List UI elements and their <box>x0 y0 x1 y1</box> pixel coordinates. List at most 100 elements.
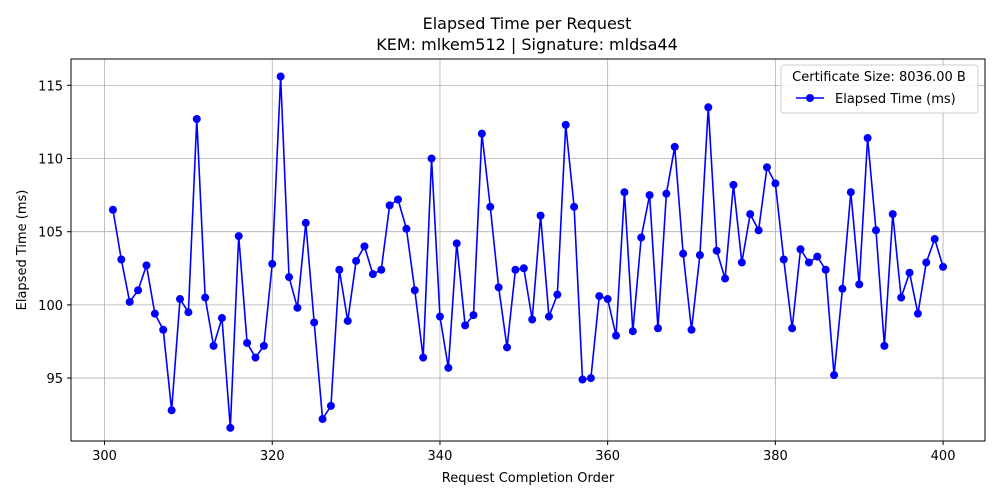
data-point <box>477 129 486 138</box>
legend-box <box>780 64 979 114</box>
data-point <box>142 261 151 270</box>
data-point <box>184 308 193 317</box>
data-point <box>855 280 864 289</box>
data-point <box>570 202 579 211</box>
data-point <box>251 353 260 362</box>
ticks: 300 320 340 360 380 400 95 100 105 110 115 <box>38 79 955 464</box>
data-point <box>167 406 176 415</box>
data-point <box>276 72 285 81</box>
x-tick-label: 300 <box>92 449 117 464</box>
data-point <box>108 205 117 214</box>
data-point <box>268 259 277 268</box>
data-point <box>243 338 252 347</box>
legend-entry-label: Elapsed Time (ms) <box>835 92 956 107</box>
data-point <box>838 284 847 293</box>
data-point <box>352 256 361 265</box>
data-point <box>368 270 377 279</box>
series-line <box>112 75 944 429</box>
data-point <box>754 226 763 235</box>
data-point <box>150 309 159 318</box>
data-point <box>670 142 679 151</box>
data-point <box>871 226 880 235</box>
data-point <box>209 341 218 350</box>
data-point <box>343 316 352 325</box>
data-point <box>234 232 243 241</box>
data-point <box>704 103 713 112</box>
data-point <box>863 134 872 143</box>
data-point <box>645 191 654 200</box>
legend-title: Certificate Size: 8036.00 B <box>792 70 966 85</box>
data-point <box>897 293 906 302</box>
data-point <box>762 163 771 172</box>
plot-frame <box>70 58 986 442</box>
data-point <box>939 262 948 271</box>
data-point <box>628 327 637 336</box>
chart-title: Elapsed Time per Request <box>423 14 632 33</box>
data-point <box>695 251 704 260</box>
data-point <box>134 286 143 295</box>
data-point <box>612 331 621 340</box>
data-point <box>301 218 310 227</box>
data-point <box>461 321 470 330</box>
data-point <box>620 188 629 197</box>
data-point <box>796 245 805 254</box>
data-point <box>637 233 646 242</box>
data-point <box>469 311 478 320</box>
data-point <box>922 258 931 267</box>
data-point <box>712 246 721 255</box>
x-tick-label: 380 <box>763 449 788 464</box>
data-point <box>662 189 671 198</box>
data-point <box>192 115 201 124</box>
y-tick-label: 100 <box>38 299 63 314</box>
data-point <box>536 211 545 220</box>
data-point <box>544 312 553 321</box>
data-point <box>285 273 294 282</box>
data-point <box>385 201 394 210</box>
data-point <box>913 309 922 318</box>
data-point <box>930 235 939 244</box>
data-point <box>176 295 185 304</box>
x-tick-label: 360 <box>595 449 620 464</box>
data-point <box>779 255 788 264</box>
x-tick-label: 400 <box>931 449 956 464</box>
data-point <box>746 210 755 219</box>
data-point <box>603 295 612 304</box>
data-point <box>679 249 688 258</box>
data-point <box>335 265 344 274</box>
data-point <box>846 188 855 197</box>
data-point <box>771 179 780 188</box>
x-axis-label: Request Completion Order <box>442 471 615 486</box>
data-point <box>427 154 436 163</box>
data-point <box>444 363 453 372</box>
data-point <box>293 303 302 312</box>
legend: Certificate Size: 8036.00 B Elapsed Time… <box>780 64 979 114</box>
data-point <box>595 292 604 301</box>
data-point <box>125 297 134 306</box>
data-point <box>318 415 327 424</box>
data-point <box>788 324 797 333</box>
y-axis-label: Elapsed Time (ms) <box>15 190 30 311</box>
data-point <box>653 324 662 333</box>
data-point <box>721 274 730 283</box>
data-point <box>402 224 411 233</box>
data-point <box>737 258 746 267</box>
data-point <box>410 286 419 295</box>
legend-marker-sample <box>806 94 814 102</box>
data-point <box>494 283 503 292</box>
y-tick-label: 95 <box>46 372 63 387</box>
data-point <box>511 265 520 274</box>
data-point <box>888 210 897 219</box>
data-point <box>813 252 822 261</box>
y-tick-label: 110 <box>38 153 63 168</box>
data-point <box>419 353 428 362</box>
data-point <box>217 314 226 323</box>
data-point <box>159 325 168 334</box>
data-point <box>821 265 830 274</box>
data-point <box>117 255 126 264</box>
data-point <box>528 315 537 324</box>
x-tick-label: 320 <box>260 449 285 464</box>
data-point <box>326 401 335 410</box>
data-point <box>729 180 738 189</box>
data-point <box>452 239 461 248</box>
